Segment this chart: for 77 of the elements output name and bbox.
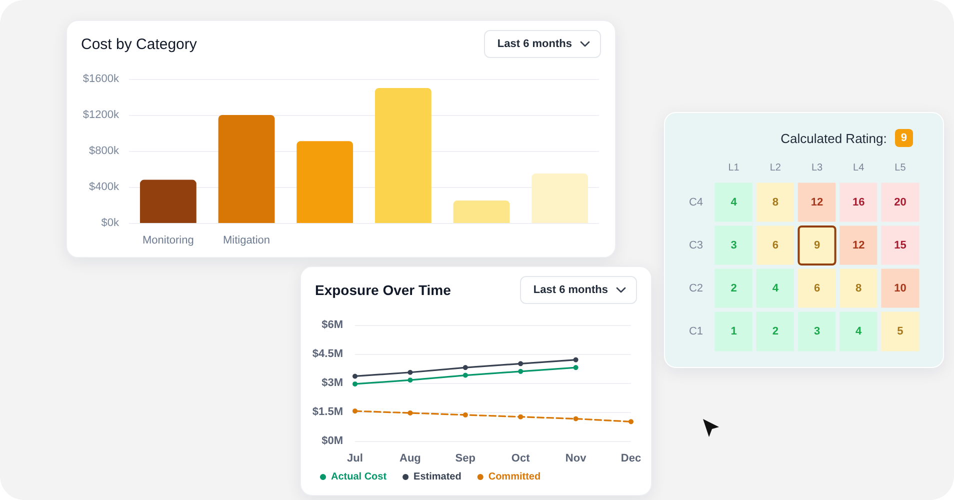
data-label: 20	[894, 196, 906, 208]
x-tick-label: L4	[853, 162, 865, 174]
x-tick-label: L3	[811, 162, 823, 174]
y-tick-label: $1600k	[82, 73, 120, 85]
x-tick-label: Oct	[511, 452, 530, 464]
x-tick-label: Nov	[565, 452, 588, 464]
x-tick-label: Monitoring	[142, 234, 194, 246]
point	[518, 361, 524, 366]
data-label: 8	[856, 282, 862, 294]
point	[352, 408, 358, 414]
point	[408, 410, 413, 416]
data-label: 6	[772, 240, 778, 252]
y-tick-label: $400k	[89, 181, 120, 193]
bar	[453, 200, 510, 223]
data-label: 10	[894, 282, 906, 294]
x-tick-label: Sep	[455, 452, 476, 464]
y-tick-label: C4	[688, 196, 703, 208]
data-label: 4	[772, 282, 780, 294]
y-tick-label: $0k	[101, 217, 120, 229]
rating-badge: 9	[894, 129, 913, 147]
y-tick-label: $1.5M	[312, 406, 343, 418]
data-label: 2	[730, 282, 737, 294]
legend-label: Estimated	[414, 472, 462, 482]
y-tick-label: $800k	[89, 145, 120, 157]
point	[462, 412, 468, 418]
x-tick-label: L1	[728, 162, 740, 174]
x-tick-label: L2	[770, 162, 782, 174]
chart-title: Exposure Over Time	[315, 282, 451, 298]
y-tick-label: $4.5M	[312, 348, 343, 360]
y-tick-label: C1	[688, 326, 703, 338]
point	[462, 372, 468, 378]
point	[573, 416, 578, 422]
data-label: 15	[894, 240, 906, 252]
x-tick-label: Aug	[400, 452, 421, 464]
point	[408, 370, 413, 375]
point	[573, 357, 578, 362]
point	[352, 381, 358, 386]
data-label: 5	[897, 326, 904, 338]
data-label: 4	[856, 326, 863, 338]
point	[518, 414, 524, 420]
y-tick-label: $3M	[322, 377, 343, 389]
data-label: 16	[852, 196, 865, 208]
legend-label: Actual Cost	[331, 472, 388, 482]
y-tick-label: $0M	[322, 435, 343, 447]
chart-title: Cost by Category	[81, 36, 197, 52]
x-tick-label: L5	[894, 162, 906, 174]
y-tick-label: C3	[688, 240, 703, 252]
dropdown: Last 6 months	[520, 276, 637, 304]
point	[408, 378, 413, 383]
point	[628, 419, 634, 424]
point	[352, 374, 358, 379]
data-label: 12	[810, 196, 824, 208]
data-label: 2	[772, 326, 778, 338]
point	[518, 368, 524, 374]
dropdown: Last 6 months	[484, 30, 601, 58]
legend-label: Committed	[488, 472, 541, 482]
data-label: 8	[772, 196, 778, 208]
point	[462, 365, 468, 370]
x-tick-label: Jul	[347, 452, 363, 464]
x-tick-label: Mitigation	[222, 234, 270, 246]
x-tick-label: Dec	[620, 452, 642, 464]
bar	[140, 180, 196, 223]
data-label: 12	[852, 240, 865, 252]
bar	[218, 115, 275, 223]
y-tick-label: $1200k	[82, 109, 120, 121]
data-label: 9	[814, 240, 820, 252]
bar	[296, 141, 354, 223]
bar	[374, 88, 432, 223]
y-tick-label: C2	[688, 282, 703, 294]
data-label: 3	[814, 326, 820, 338]
point	[573, 365, 578, 370]
y-tick-label: $6M	[322, 319, 343, 331]
data-label: 1	[730, 326, 737, 338]
bar	[532, 174, 588, 223]
data-label: 6	[814, 282, 820, 294]
data-label: 4	[730, 196, 738, 208]
data-label: 3	[730, 240, 737, 252]
